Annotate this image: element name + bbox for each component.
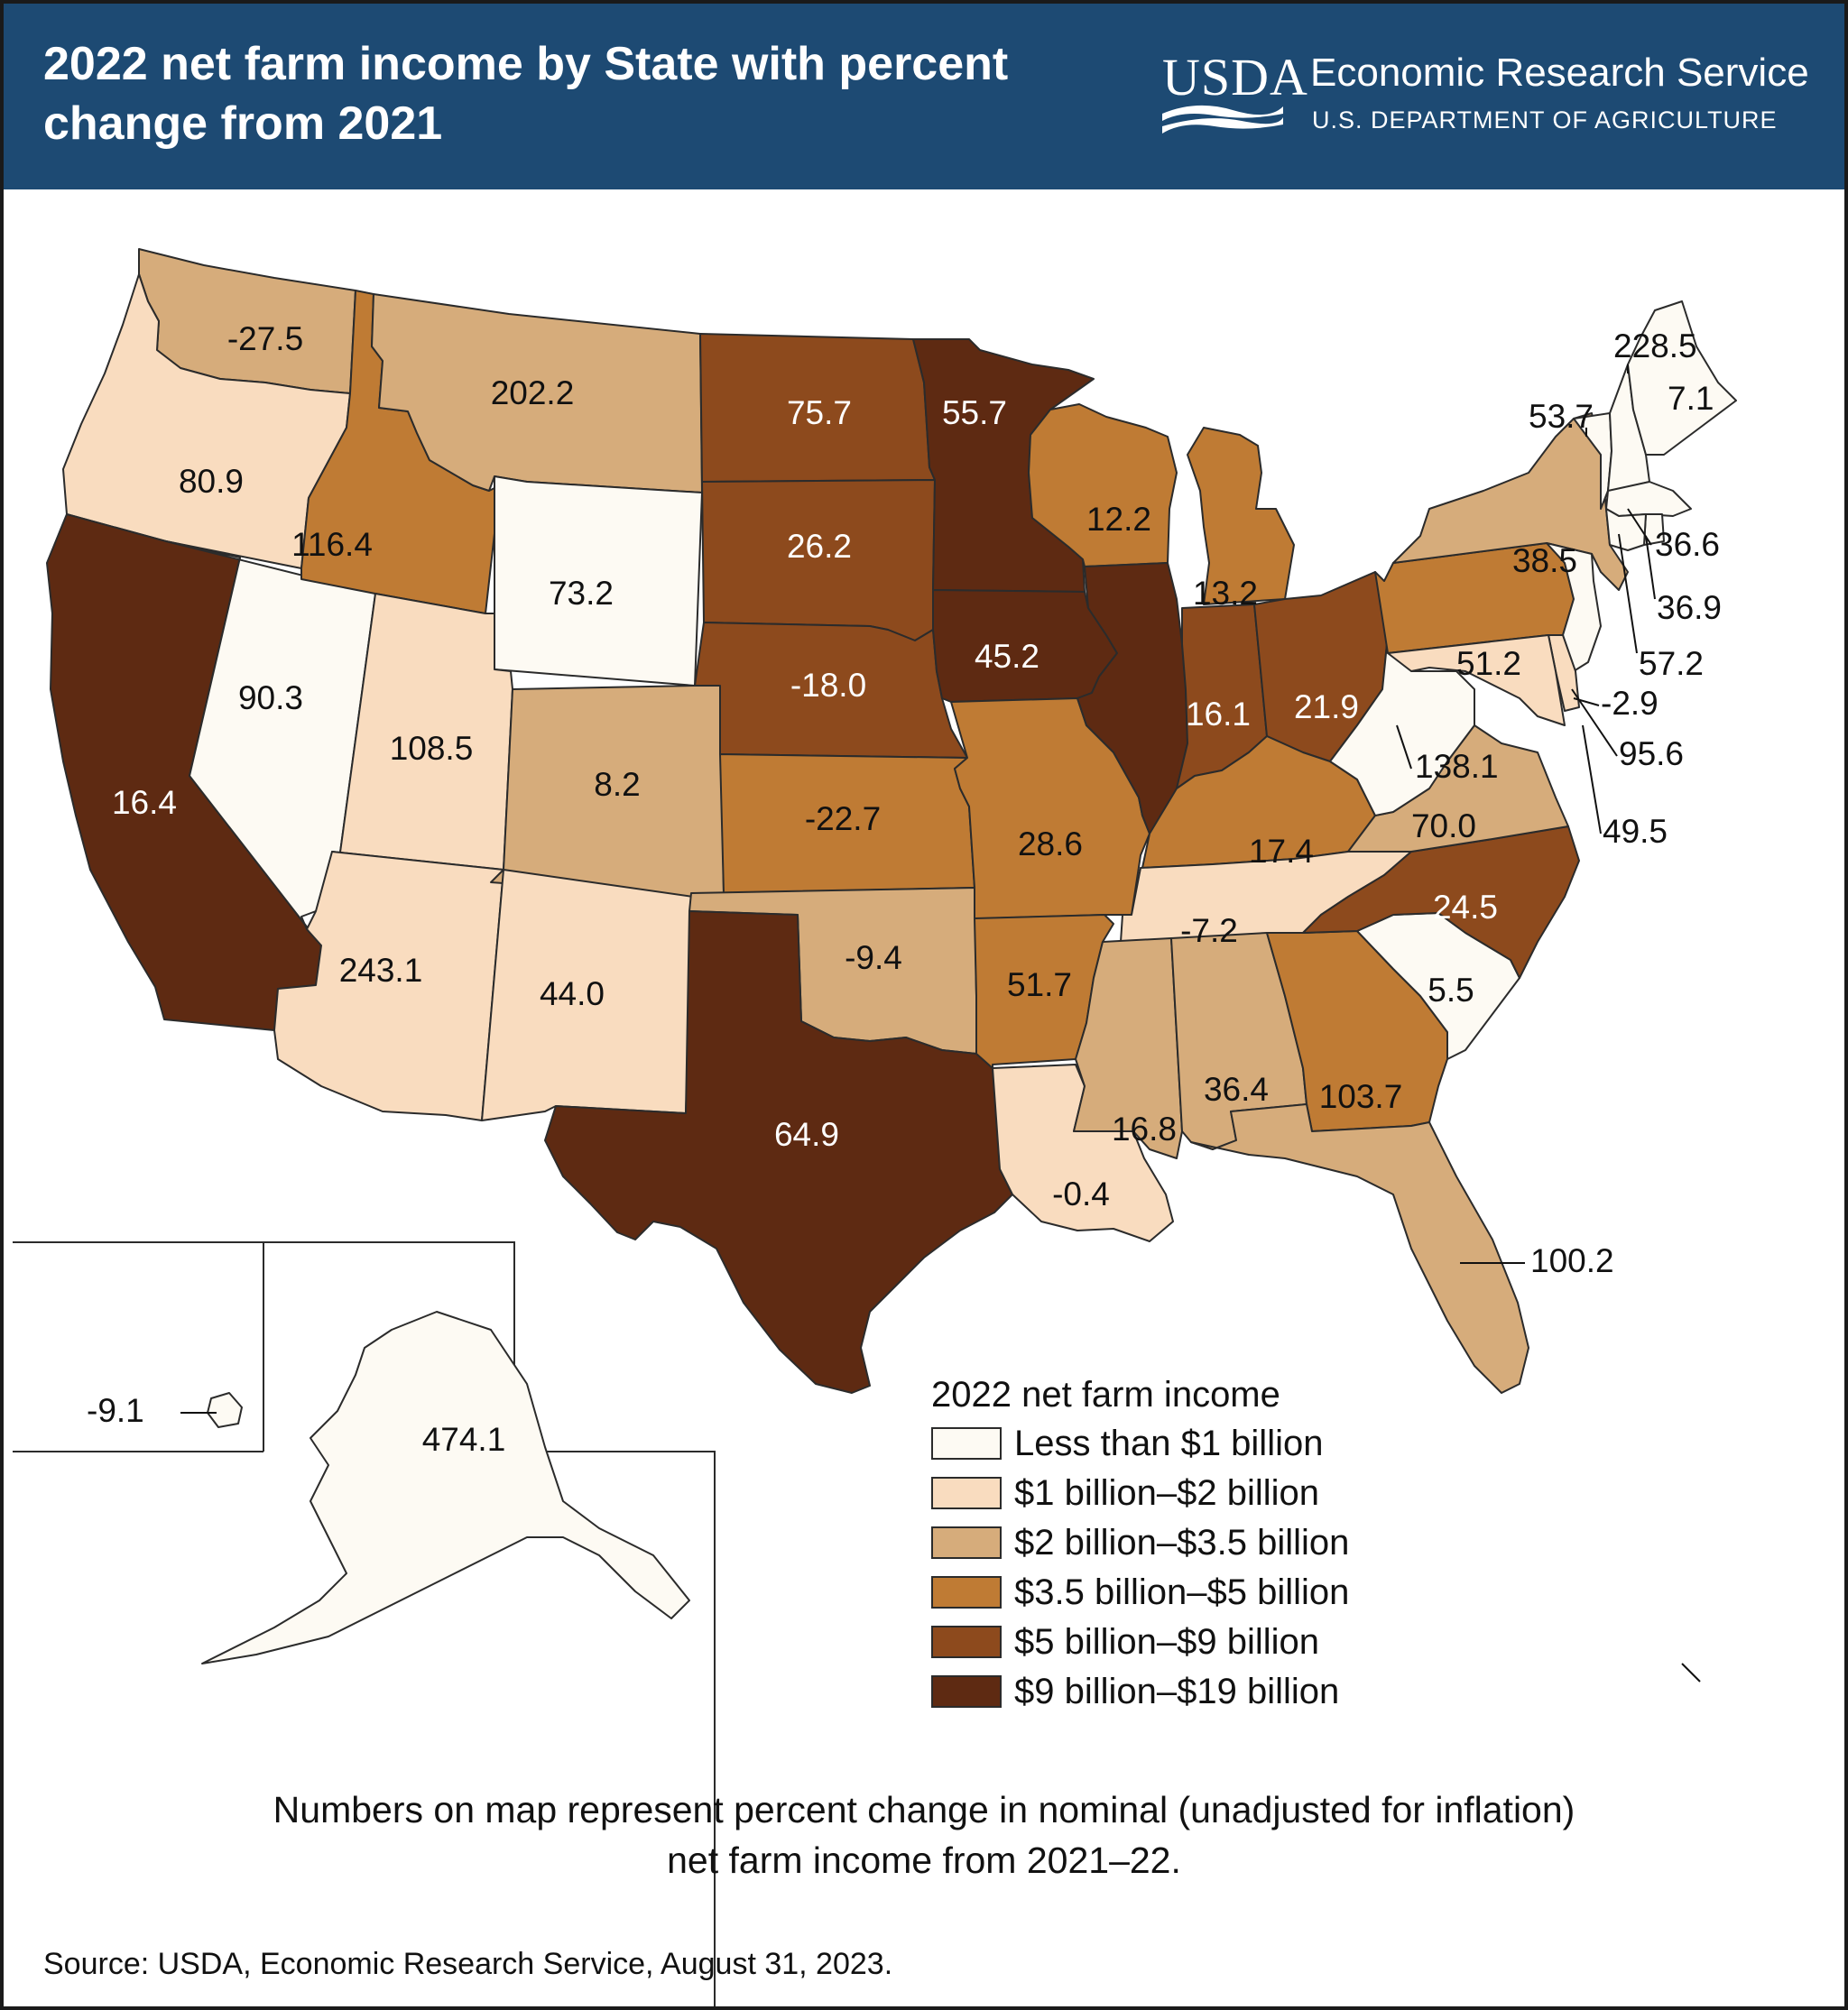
state-label-nc: 24.5	[1433, 889, 1498, 926]
header-bar: 2022 net farm income by State with perce…	[4, 4, 1844, 189]
title-line-1: 2022 net farm income by State with perce…	[43, 38, 1009, 90]
state-fl	[1190, 1103, 1529, 1394]
state-md	[1387, 634, 1566, 726]
legend-title: 2022 net farm income	[931, 1375, 1280, 1415]
state-label-sc: 5.5	[1428, 972, 1474, 1009]
state-label-ok: -9.4	[845, 939, 902, 976]
legend-label: $2 billion–$3.5 billion	[1014, 1523, 1350, 1563]
state-hi	[207, 1392, 243, 1428]
state-label-mo: 28.6	[1018, 825, 1083, 862]
state-wv	[1329, 634, 1475, 816]
legend-label: Less than $1 billion	[1014, 1424, 1324, 1463]
state-label-tx: 64.9	[774, 1116, 839, 1153]
map-note: Numbers on map represent percent change …	[58, 1784, 1790, 1886]
state-label-wi: 12.2	[1086, 501, 1151, 538]
state-label-ky: 17.4	[1249, 833, 1314, 870]
state-label-mt: 202.2	[491, 374, 575, 411]
state-label-vt: 53.7	[1529, 398, 1594, 435]
state-label-md: 49.5	[1603, 813, 1668, 850]
legend-swatch	[931, 1526, 1002, 1559]
legend-label: $9 billion–$19 billion	[1014, 1672, 1340, 1711]
state-label-ga: 103.7	[1319, 1078, 1403, 1115]
state-label-id: 116.4	[291, 526, 373, 563]
state-label-me: 7.1	[1668, 380, 1714, 417]
legend-label: $5 billion–$9 billion	[1014, 1622, 1320, 1662]
leader-line-ri	[1645, 535, 1656, 600]
legend-label: $1 billion–$2 billion	[1014, 1473, 1320, 1513]
state-label-in: 16.1	[1186, 696, 1251, 733]
state-label-va: 70.0	[1411, 807, 1476, 844]
state-label-sd: 26.2	[787, 528, 852, 565]
department-name: U.S. DEPARTMENT OF AGRICULTURE	[1312, 106, 1778, 134]
state-label-mn: 55.7	[942, 394, 1007, 431]
legend-swatch	[931, 1675, 1002, 1708]
state-label-nv: 90.3	[238, 679, 303, 716]
state-label-ut: 108.5	[390, 730, 474, 767]
state-label-ia: 45.2	[975, 638, 1040, 675]
state-label-wy: 73.2	[549, 575, 614, 612]
state-az	[273, 851, 504, 1121]
legend-swatch	[931, 1576, 1002, 1609]
state-ak	[201, 1311, 690, 1664]
state-label-nd: 75.7	[787, 394, 852, 431]
state-label-nh: 228.5	[1613, 327, 1697, 364]
note-line-2: net farm income from 2021–22.	[667, 1839, 1181, 1881]
state-mi	[1187, 427, 1295, 605]
state-me	[1627, 300, 1737, 456]
us-map: -27.5 80.9 16.4 90.3 116.4 202.2 73.2 108.5 243.…	[13, 248, 1737, 2006]
state-label-ks: -22.7	[805, 800, 881, 837]
state-label-ri: 36.9	[1657, 589, 1722, 626]
leader-line-wv	[1396, 724, 1412, 770]
state-label-ar: 51.7	[1007, 966, 1072, 1003]
usda-logo-text: USDA	[1162, 48, 1308, 106]
leader-line-ma	[1627, 508, 1652, 546]
state-label-mi: 13.2	[1193, 575, 1258, 612]
state-nj	[1546, 542, 1602, 672]
state-label-fl: 100.2	[1530, 1242, 1614, 1279]
state-label-az: 243.1	[339, 952, 423, 989]
state-label-ak: 474.1	[422, 1421, 506, 1458]
figure-title: 2022 net farm income by State with perce…	[43, 34, 1126, 153]
leader-line-de	[1571, 688, 1618, 757]
state-label-ny: 38.5	[1512, 542, 1577, 579]
legend-swatch	[931, 1626, 1002, 1658]
legend-swatch	[931, 1427, 1002, 1460]
state-label-oh: 21.9	[1294, 688, 1359, 725]
state-label-hi: -9.1	[87, 1392, 144, 1429]
state-nc	[1302, 825, 1580, 979]
state-label-ma: 36.6	[1655, 526, 1720, 563]
state-label-wv: 138.1	[1415, 748, 1499, 785]
state-label-tn: -7.2	[1180, 912, 1238, 949]
state-label-al: 36.4	[1204, 1071, 1269, 1108]
leader-line-md	[1582, 724, 1602, 834]
source-note: Source: USDA, Economic Research Service,…	[43, 1947, 893, 1981]
state-label-wa: -27.5	[227, 320, 303, 357]
state-label-ms: 16.8	[1112, 1111, 1177, 1148]
leader-line-ct	[1618, 533, 1638, 654]
state-ct	[1605, 508, 1647, 551]
state-tx	[544, 910, 1013, 1394]
state-label-la: -0.4	[1052, 1176, 1110, 1212]
state-label-or: 80.9	[179, 463, 244, 500]
state-label-nj: -2.9	[1601, 685, 1659, 722]
legend-swatch	[931, 1477, 1002, 1509]
state-label-co: 8.2	[594, 766, 640, 803]
state-label-nm: 44.0	[540, 975, 605, 1012]
state-label-ne: -18.0	[790, 667, 866, 704]
state-label-ct: 57.2	[1639, 645, 1704, 682]
title-line-2: change from 2021	[43, 97, 443, 150]
legend-label: $3.5 billion–$5 billion	[1014, 1572, 1350, 1612]
agency-name: Economic Research Service	[1310, 51, 1809, 95]
leader-line-me	[1681, 1663, 1701, 1683]
state-label-de: 95.6	[1619, 735, 1684, 772]
usda-logo-wave-icon	[1162, 105, 1283, 134]
state-label-ca: 16.4	[112, 784, 177, 821]
state-label-pa: 51.2	[1456, 645, 1521, 682]
note-line-1: Numbers on map represent percent change …	[273, 1789, 1575, 1830]
